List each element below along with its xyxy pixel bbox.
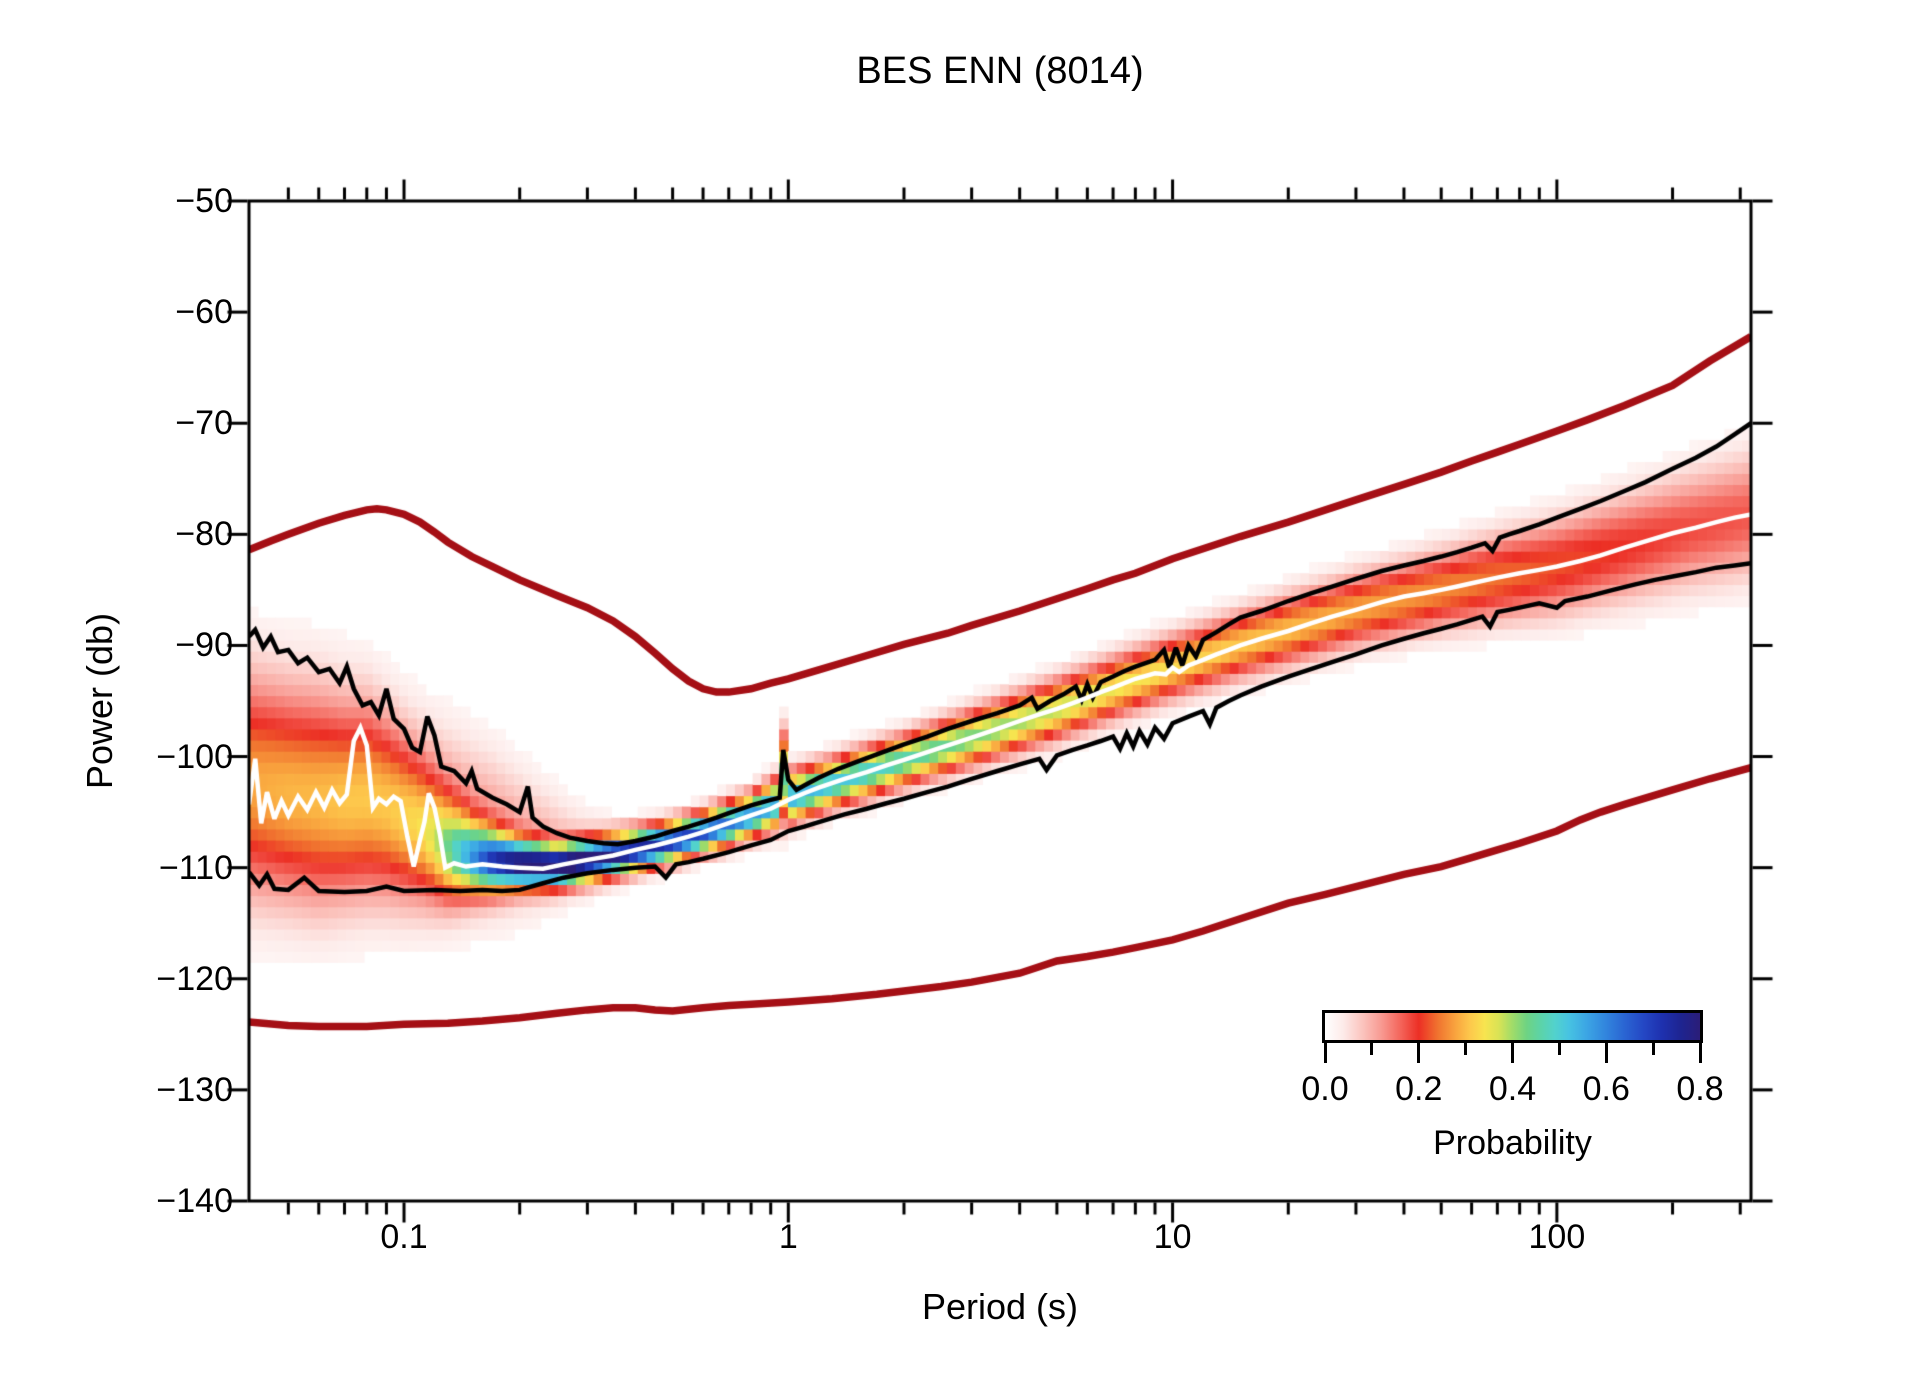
x-tick-label: 1 bbox=[778, 1218, 798, 1256]
colorbar-minor-tick bbox=[1370, 1043, 1374, 1055]
colorbar bbox=[1322, 1010, 1703, 1043]
colorbar-gradient bbox=[1325, 1013, 1700, 1040]
x-tick-label: 100 bbox=[1528, 1218, 1586, 1256]
x-tick-label: 0.1 bbox=[380, 1218, 428, 1256]
colorbar-major-tick bbox=[1511, 1043, 1514, 1063]
colorbar-major-tick bbox=[1698, 1043, 1702, 1063]
y-tick-label: −70 bbox=[175, 404, 233, 443]
colorbar-label: Probability bbox=[1433, 1124, 1592, 1162]
colorbar-tick-label: 0.0 bbox=[1301, 1070, 1349, 1108]
y-tick-label: −100 bbox=[156, 737, 233, 776]
chart-title: BES ENN (8014) bbox=[856, 50, 1144, 92]
y-tick-label: −130 bbox=[156, 1070, 233, 1109]
y-tick-label: −60 bbox=[175, 293, 233, 332]
x-axis-label: Period (s) bbox=[921, 1286, 1079, 1327]
colorbar-minor-tick bbox=[1651, 1043, 1655, 1055]
y-tick-label: −110 bbox=[158, 848, 233, 887]
y-tick-label: −120 bbox=[156, 959, 233, 998]
colorbar-tick-label: 0.2 bbox=[1395, 1070, 1443, 1108]
colorbar-major-tick bbox=[1604, 1043, 1608, 1063]
x-tick-label: 10 bbox=[1153, 1218, 1192, 1256]
colorbar-major-tick bbox=[1323, 1043, 1327, 1063]
colorbar-minor-tick bbox=[1464, 1043, 1468, 1055]
colorbar-major-tick bbox=[1417, 1043, 1421, 1063]
colorbar-tick-label: 0.8 bbox=[1676, 1070, 1724, 1108]
colorbar-tick-label: 0.4 bbox=[1488, 1070, 1537, 1108]
y-tick-label: −90 bbox=[175, 626, 233, 665]
y-tick-label: −50 bbox=[175, 182, 233, 220]
y-tick-label: −140 bbox=[156, 1182, 233, 1220]
y-tick-label: −80 bbox=[175, 515, 233, 554]
colorbar-tick-label: 0.6 bbox=[1582, 1070, 1630, 1108]
colorbar-minor-tick bbox=[1557, 1043, 1561, 1055]
